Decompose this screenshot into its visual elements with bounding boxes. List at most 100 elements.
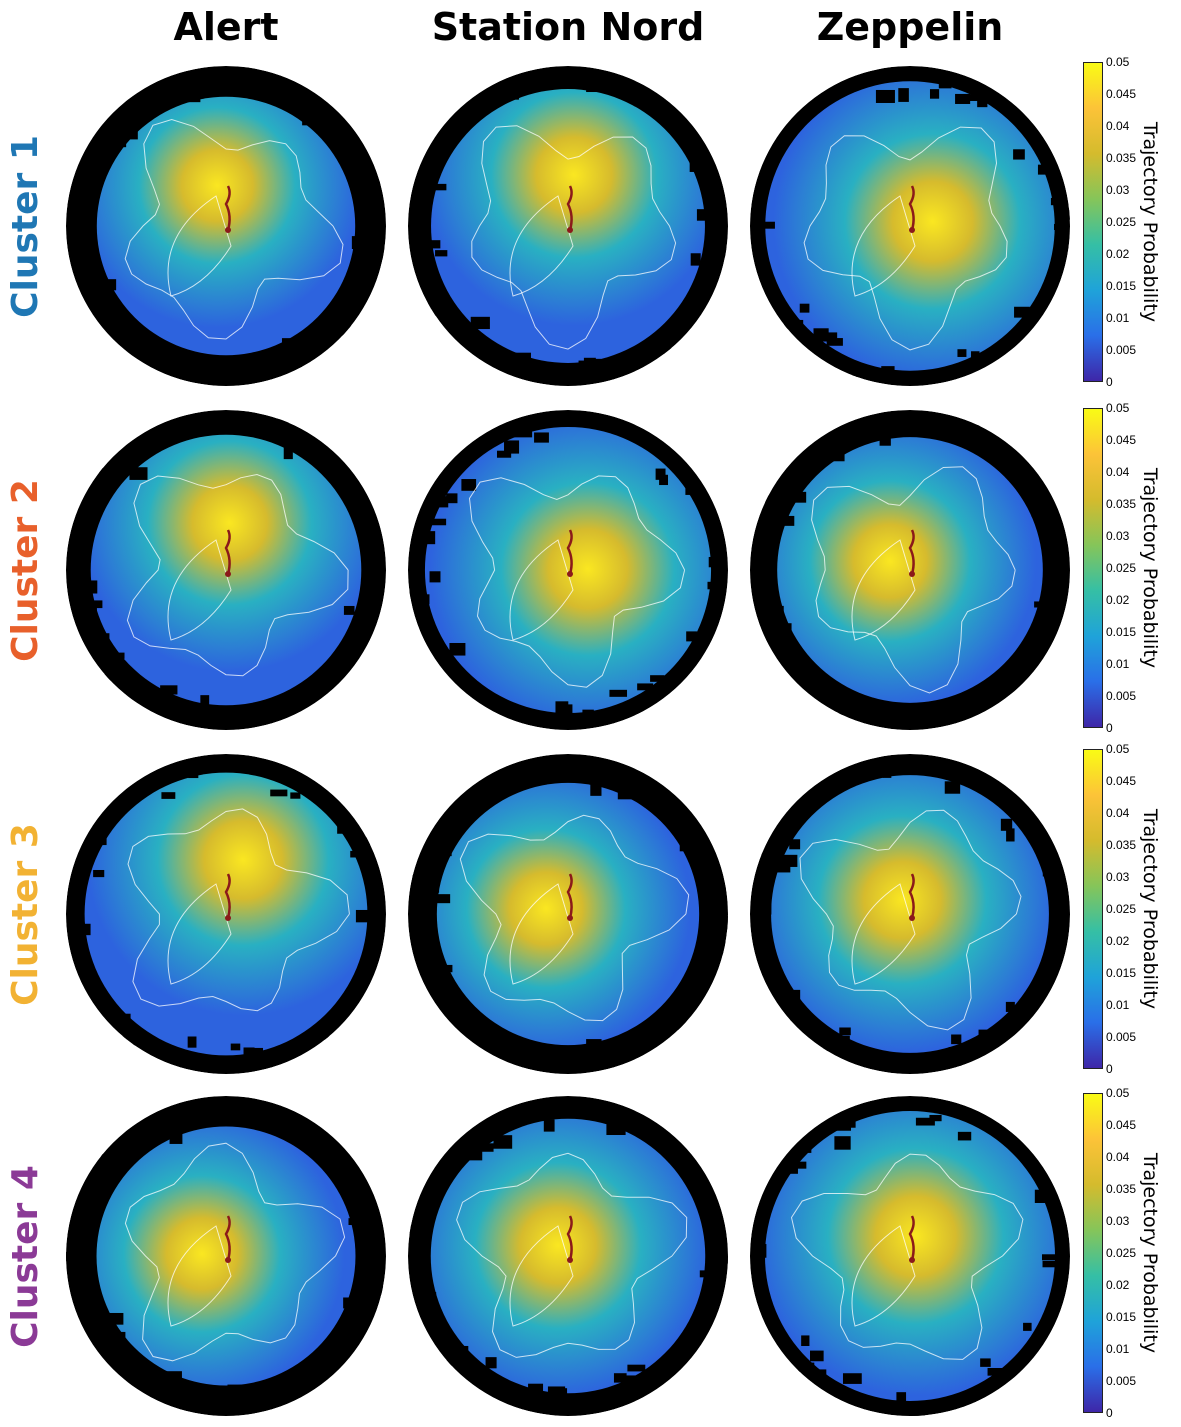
no-data-cell: [1006, 828, 1015, 842]
colorbar-tick-label: 0.04: [1106, 1150, 1130, 1164]
no-data-cell: [430, 518, 447, 526]
colorbar-tick-label: 0.02: [1106, 934, 1130, 948]
no-data-cell: [790, 989, 801, 1002]
mean-trajectory-line: [566, 185, 573, 231]
no-data-cell: [371, 248, 386, 260]
polar-map: [66, 1096, 386, 1416]
no-data-cell: [534, 432, 549, 443]
colorbar-tick-label: 0.035: [1106, 838, 1137, 852]
polar-map-panel: [55, 55, 397, 397]
no-data-cell: [1000, 818, 1013, 831]
no-data-cell: [881, 366, 895, 376]
colorbar-label-text: Trajectory Probability: [1139, 121, 1162, 323]
no-data-cell: [446, 1354, 461, 1366]
polar-map-panel: [739, 1085, 1081, 1427]
no-data-cell: [329, 457, 338, 470]
no-data-cell: [880, 1055, 900, 1069]
no-data-cell: [782, 515, 795, 526]
no-data-cell: [309, 1033, 330, 1040]
coastline: [799, 809, 1022, 1031]
no-data-cell: [363, 1224, 373, 1234]
no-data-cell: [422, 1313, 442, 1321]
no-data-cell: [298, 349, 311, 363]
no-data-cell: [485, 1357, 497, 1369]
colorbar-label: Trajectory Probability: [1130, 749, 1170, 1069]
greenland-coastline: [509, 883, 574, 985]
no-data-cell: [708, 556, 725, 568]
no-data-cell: [493, 1135, 513, 1149]
no-data-cell: [477, 1143, 494, 1152]
mean-trajectory-line: [908, 873, 915, 919]
no-data-cell: [790, 1014, 804, 1021]
no-data-cell: [929, 89, 940, 99]
probability-field: [96, 1126, 356, 1386]
no-data-cell: [760, 904, 772, 915]
mean-trajectory-line: [908, 185, 915, 231]
polar-map-panel: [739, 743, 1081, 1085]
no-data-cell: [292, 432, 304, 443]
mean-trajectory-line: [566, 873, 573, 919]
no-data-cell: [82, 1188, 99, 1203]
no-data-cell: [435, 250, 448, 257]
no-data-cell: [794, 491, 807, 503]
no-data-cell: [690, 253, 701, 266]
row-label-text: Cluster 4: [4, 1164, 46, 1348]
no-data-cell: [182, 94, 201, 103]
no-data-cell: [802, 1146, 812, 1153]
colorbar-tick-label: 0.04: [1106, 119, 1130, 133]
no-data-cell: [371, 1251, 382, 1259]
no-data-cell: [842, 1373, 862, 1384]
no-data-cell: [169, 1132, 183, 1144]
no-data-cell: [924, 706, 941, 715]
greenland-coastline: [851, 883, 916, 985]
colorbar-tick-label: 0.015: [1106, 1310, 1137, 1324]
no-data-cell: [613, 1390, 633, 1402]
no-data-cell: [813, 328, 829, 342]
colorbar: [1083, 749, 1103, 1069]
no-data-cell: [776, 623, 792, 634]
no-data-cell: [650, 675, 665, 682]
no-data-cell: [431, 851, 443, 859]
no-data-cell: [188, 765, 199, 779]
no-data-cell: [328, 310, 340, 323]
no-data-cell: [111, 322, 121, 333]
no-data-cell: [751, 1244, 767, 1258]
colorbar: [1083, 62, 1103, 382]
no-data-cell: [978, 1029, 997, 1037]
no-data-cell: [132, 1039, 141, 1046]
colorbar-tick-label: 0.025: [1106, 902, 1137, 916]
no-data-cell: [765, 495, 780, 503]
greenland-coastline: [851, 1225, 916, 1327]
no-data-cell: [822, 1039, 833, 1052]
coastline: [126, 473, 349, 677]
no-data-cell: [551, 363, 570, 371]
no-data-cell: [504, 440, 520, 454]
colorbar-label: Trajectory Probability: [1130, 408, 1170, 728]
no-data-cell: [283, 359, 302, 368]
no-data-cell: [1038, 620, 1049, 631]
probability-field: [765, 81, 1055, 371]
coastline: [459, 814, 690, 1022]
no-data-cell: [798, 1362, 815, 1372]
colorbar-tick-label: 0.035: [1106, 497, 1137, 511]
no-data-cell: [198, 760, 212, 773]
no-data-cell: [212, 366, 229, 377]
no-data-cell: [1034, 1189, 1054, 1203]
no-data-cell: [789, 839, 801, 850]
mean-trajectory-line: [566, 1215, 573, 1261]
coastline: [124, 1142, 346, 1362]
no-data-cell: [422, 531, 436, 545]
colorbar-tick-label: 0.05: [1106, 1086, 1130, 1100]
colorbar-tick-label: 0.025: [1106, 561, 1137, 575]
colorbar: [1083, 408, 1103, 728]
no-data-cell: [841, 774, 858, 785]
no-data-cell: [87, 600, 103, 609]
no-data-cell: [696, 209, 713, 221]
no-data-cell: [192, 78, 208, 90]
station-marker: [909, 915, 915, 921]
no-data-cell: [938, 80, 952, 89]
polar-map: [750, 66, 1070, 386]
no-data-cell: [1042, 577, 1059, 588]
no-data-cell: [637, 683, 654, 691]
colorbar-tick-label: 0.03: [1106, 1214, 1130, 1228]
